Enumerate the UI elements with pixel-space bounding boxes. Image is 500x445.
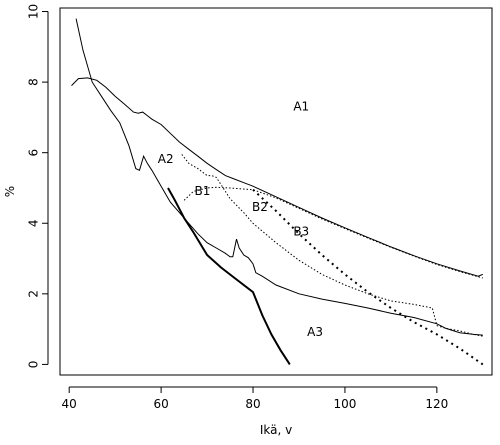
series-label-b2: B2 xyxy=(252,200,268,214)
series-label-a2: A2 xyxy=(158,152,174,166)
y-tick-label: 0 xyxy=(27,361,41,369)
x-tick-label: 60 xyxy=(153,397,168,411)
series-line-b2 xyxy=(181,154,483,337)
y-tick-label: 6 xyxy=(27,149,41,157)
series-label-b1: B1 xyxy=(195,184,211,198)
x-tick-label: 100 xyxy=(333,397,356,411)
y-tick-label: 2 xyxy=(27,290,41,298)
series-line-a3 xyxy=(167,187,291,365)
series-label-b3: B3 xyxy=(293,225,309,239)
x-tick-label: 40 xyxy=(62,397,77,411)
axes: 40 60 80 100 120 0 2 4 6 8 10 xyxy=(27,4,493,411)
series-line-b3 xyxy=(252,188,484,366)
y-tick-label: 8 xyxy=(27,78,41,86)
y-axis-label: % xyxy=(3,186,17,197)
y-tick-label: 10 xyxy=(27,4,41,19)
x-axis-label: Ikä, v xyxy=(260,423,292,437)
series-line-a1 xyxy=(71,77,483,277)
plot-frame xyxy=(59,7,493,376)
series-label-a1: A1 xyxy=(293,99,309,113)
x-tick-label: 120 xyxy=(425,397,448,411)
x-tick-label: 80 xyxy=(245,397,260,411)
y-tick-label: 4 xyxy=(27,219,41,227)
series-labels: A1 A2 A3 B1 B2 B3 xyxy=(158,99,323,339)
series-lines xyxy=(71,18,484,366)
series-line-a2 xyxy=(75,18,483,336)
series-label-a3: A3 xyxy=(307,325,323,339)
series-line-b1 xyxy=(183,186,483,279)
